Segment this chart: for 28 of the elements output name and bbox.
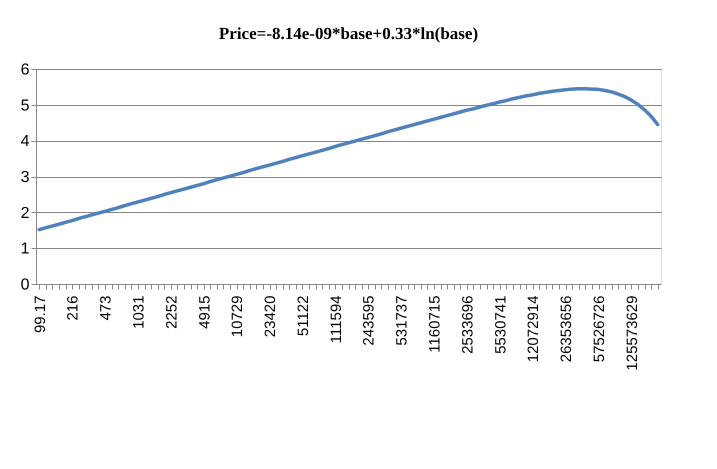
y-tick-label: 1 bbox=[20, 240, 30, 258]
x-tick-label: 125573629 bbox=[624, 296, 641, 371]
x-tick-label: 111594 bbox=[328, 296, 345, 344]
x-tick-label: 12072914 bbox=[525, 296, 542, 362]
x-tick-label: 1031 bbox=[130, 296, 148, 329]
x-tick-label: 23420 bbox=[262, 296, 280, 338]
y-tick-label: 2 bbox=[20, 204, 30, 222]
chart-title: Price=-8.14e-09*base+0.33*ln(base) bbox=[218, 24, 478, 43]
line-series bbox=[38, 86, 660, 232]
x-tick-label: 57526726 bbox=[591, 296, 608, 362]
x-tick-label: 1160715 bbox=[426, 296, 444, 353]
x-tick-label: 51122 bbox=[294, 296, 312, 336]
y-tick-label: 6 bbox=[20, 62, 30, 78]
x-tick-label: 2252 bbox=[163, 296, 180, 329]
y-tick-label: 4 bbox=[20, 133, 30, 150]
x-tick-label: 99.17 bbox=[32, 296, 49, 334]
x-tick-label: 10729 bbox=[229, 296, 246, 338]
x-tick-label: 473 bbox=[98, 296, 115, 321]
x-tick-label: 243595 bbox=[360, 296, 378, 346]
y-tick-label: 3 bbox=[20, 169, 30, 186]
y-tick-label: 0 bbox=[20, 276, 30, 294]
x-tick-label: 531737 bbox=[394, 296, 411, 346]
x-tick-label: 26353656 bbox=[558, 296, 576, 362]
x-tick-label: 5530741 bbox=[492, 296, 510, 354]
x-tick-label: 2533696 bbox=[459, 296, 476, 354]
x-tick-label: 216 bbox=[64, 296, 82, 321]
y-tick-label: 5 bbox=[20, 97, 30, 114]
x-tick-label: 4915 bbox=[196, 296, 214, 329]
